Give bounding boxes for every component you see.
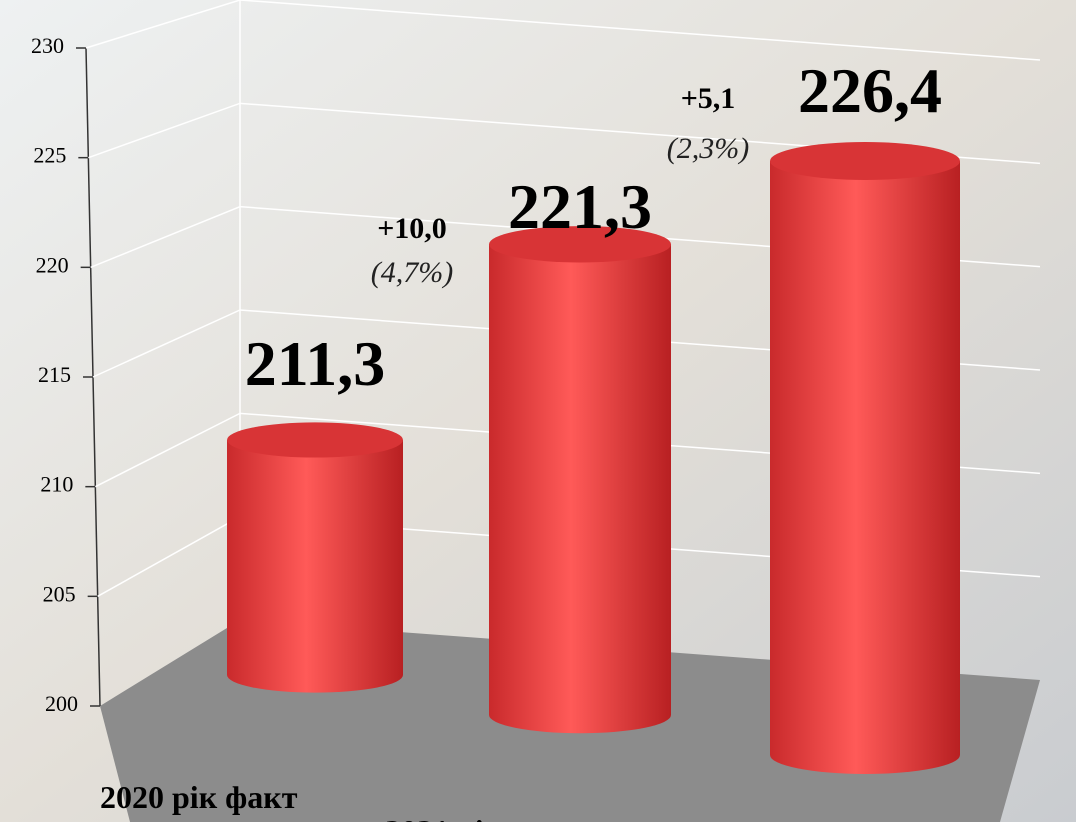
bar	[770, 161, 960, 774]
y-tick-label: 205	[43, 581, 76, 606]
value-label: 211,3	[245, 328, 385, 399]
y-tick-label: 230	[31, 33, 64, 58]
y-tick-label: 215	[38, 362, 71, 387]
bar-top	[489, 226, 671, 263]
annotation-change: +5,1	[681, 82, 736, 115]
x-tick-label: 2020 рік факт	[100, 779, 298, 815]
y-tick-label: 200	[45, 691, 78, 716]
value-label: 221,3	[508, 171, 652, 242]
annotation-percent: (4,7%)	[371, 256, 453, 289]
grid-line	[88, 102, 1041, 165]
bar-top	[227, 422, 403, 458]
value-label: 226,4	[798, 55, 942, 126]
y-tick-label: 225	[33, 143, 66, 168]
bar-top	[770, 142, 960, 180]
bar	[227, 439, 403, 693]
y-tick-label: 210	[40, 472, 73, 497]
annotation-change: +10,0	[377, 212, 447, 245]
bar	[489, 244, 671, 734]
annotation-percent: (2,3%)	[667, 132, 749, 165]
x-tick-label: 2021 рі	[385, 813, 484, 822]
y-tick-label: 220	[36, 252, 69, 277]
grid-line	[85, 0, 1041, 61]
